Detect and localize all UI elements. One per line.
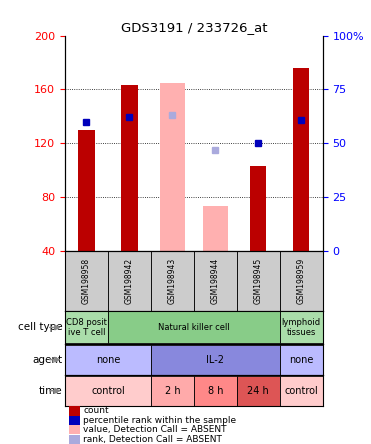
Bar — [237, 376, 280, 406]
Bar — [194, 251, 237, 311]
Text: IL-2: IL-2 — [206, 355, 224, 365]
Text: rank, Detection Call = ABSENT: rank, Detection Call = ABSENT — [83, 435, 222, 444]
Bar — [65, 345, 151, 375]
Text: time: time — [39, 386, 62, 396]
Bar — [151, 345, 280, 375]
Bar — [69, 425, 80, 434]
Text: GSM198945: GSM198945 — [254, 258, 263, 304]
Bar — [160, 83, 185, 251]
Text: control: control — [91, 386, 125, 396]
Bar — [69, 435, 80, 444]
Bar — [108, 251, 151, 311]
Text: none: none — [96, 355, 120, 365]
Bar — [203, 206, 227, 251]
Text: none: none — [289, 355, 313, 365]
Bar — [151, 251, 194, 311]
Bar — [78, 130, 95, 251]
Text: count: count — [83, 406, 109, 416]
Text: GSM198942: GSM198942 — [125, 258, 134, 304]
Bar — [194, 376, 237, 406]
Bar — [151, 376, 194, 406]
Bar — [280, 251, 323, 311]
Bar — [237, 251, 280, 311]
Text: GSM198944: GSM198944 — [211, 258, 220, 304]
Bar — [65, 251, 108, 311]
Bar — [250, 166, 266, 251]
Bar — [293, 68, 309, 251]
Bar — [69, 406, 80, 416]
Bar — [108, 312, 280, 344]
Bar — [65, 376, 151, 406]
Text: cell type: cell type — [18, 322, 62, 333]
Bar — [69, 416, 80, 425]
Text: control: control — [285, 386, 318, 396]
Bar — [121, 85, 138, 251]
Text: 8 h: 8 h — [208, 386, 223, 396]
Text: 2 h: 2 h — [165, 386, 180, 396]
Text: agent: agent — [32, 355, 62, 365]
Bar — [65, 312, 108, 344]
Text: GSM198959: GSM198959 — [297, 258, 306, 304]
Text: lymphoid
tissues: lymphoid tissues — [282, 318, 321, 337]
Text: GSM198943: GSM198943 — [168, 258, 177, 304]
Text: CD8 posit
ive T cell: CD8 posit ive T cell — [66, 318, 107, 337]
Bar — [280, 345, 323, 375]
Text: 24 h: 24 h — [247, 386, 269, 396]
Text: GSM198958: GSM198958 — [82, 258, 91, 304]
Bar — [280, 376, 323, 406]
Bar — [280, 312, 323, 344]
Text: percentile rank within the sample: percentile rank within the sample — [83, 416, 237, 425]
Text: Natural killer cell: Natural killer cell — [158, 323, 230, 332]
Title: GDS3191 / 233726_at: GDS3191 / 233726_at — [121, 21, 267, 34]
Text: value, Detection Call = ABSENT: value, Detection Call = ABSENT — [83, 425, 227, 434]
